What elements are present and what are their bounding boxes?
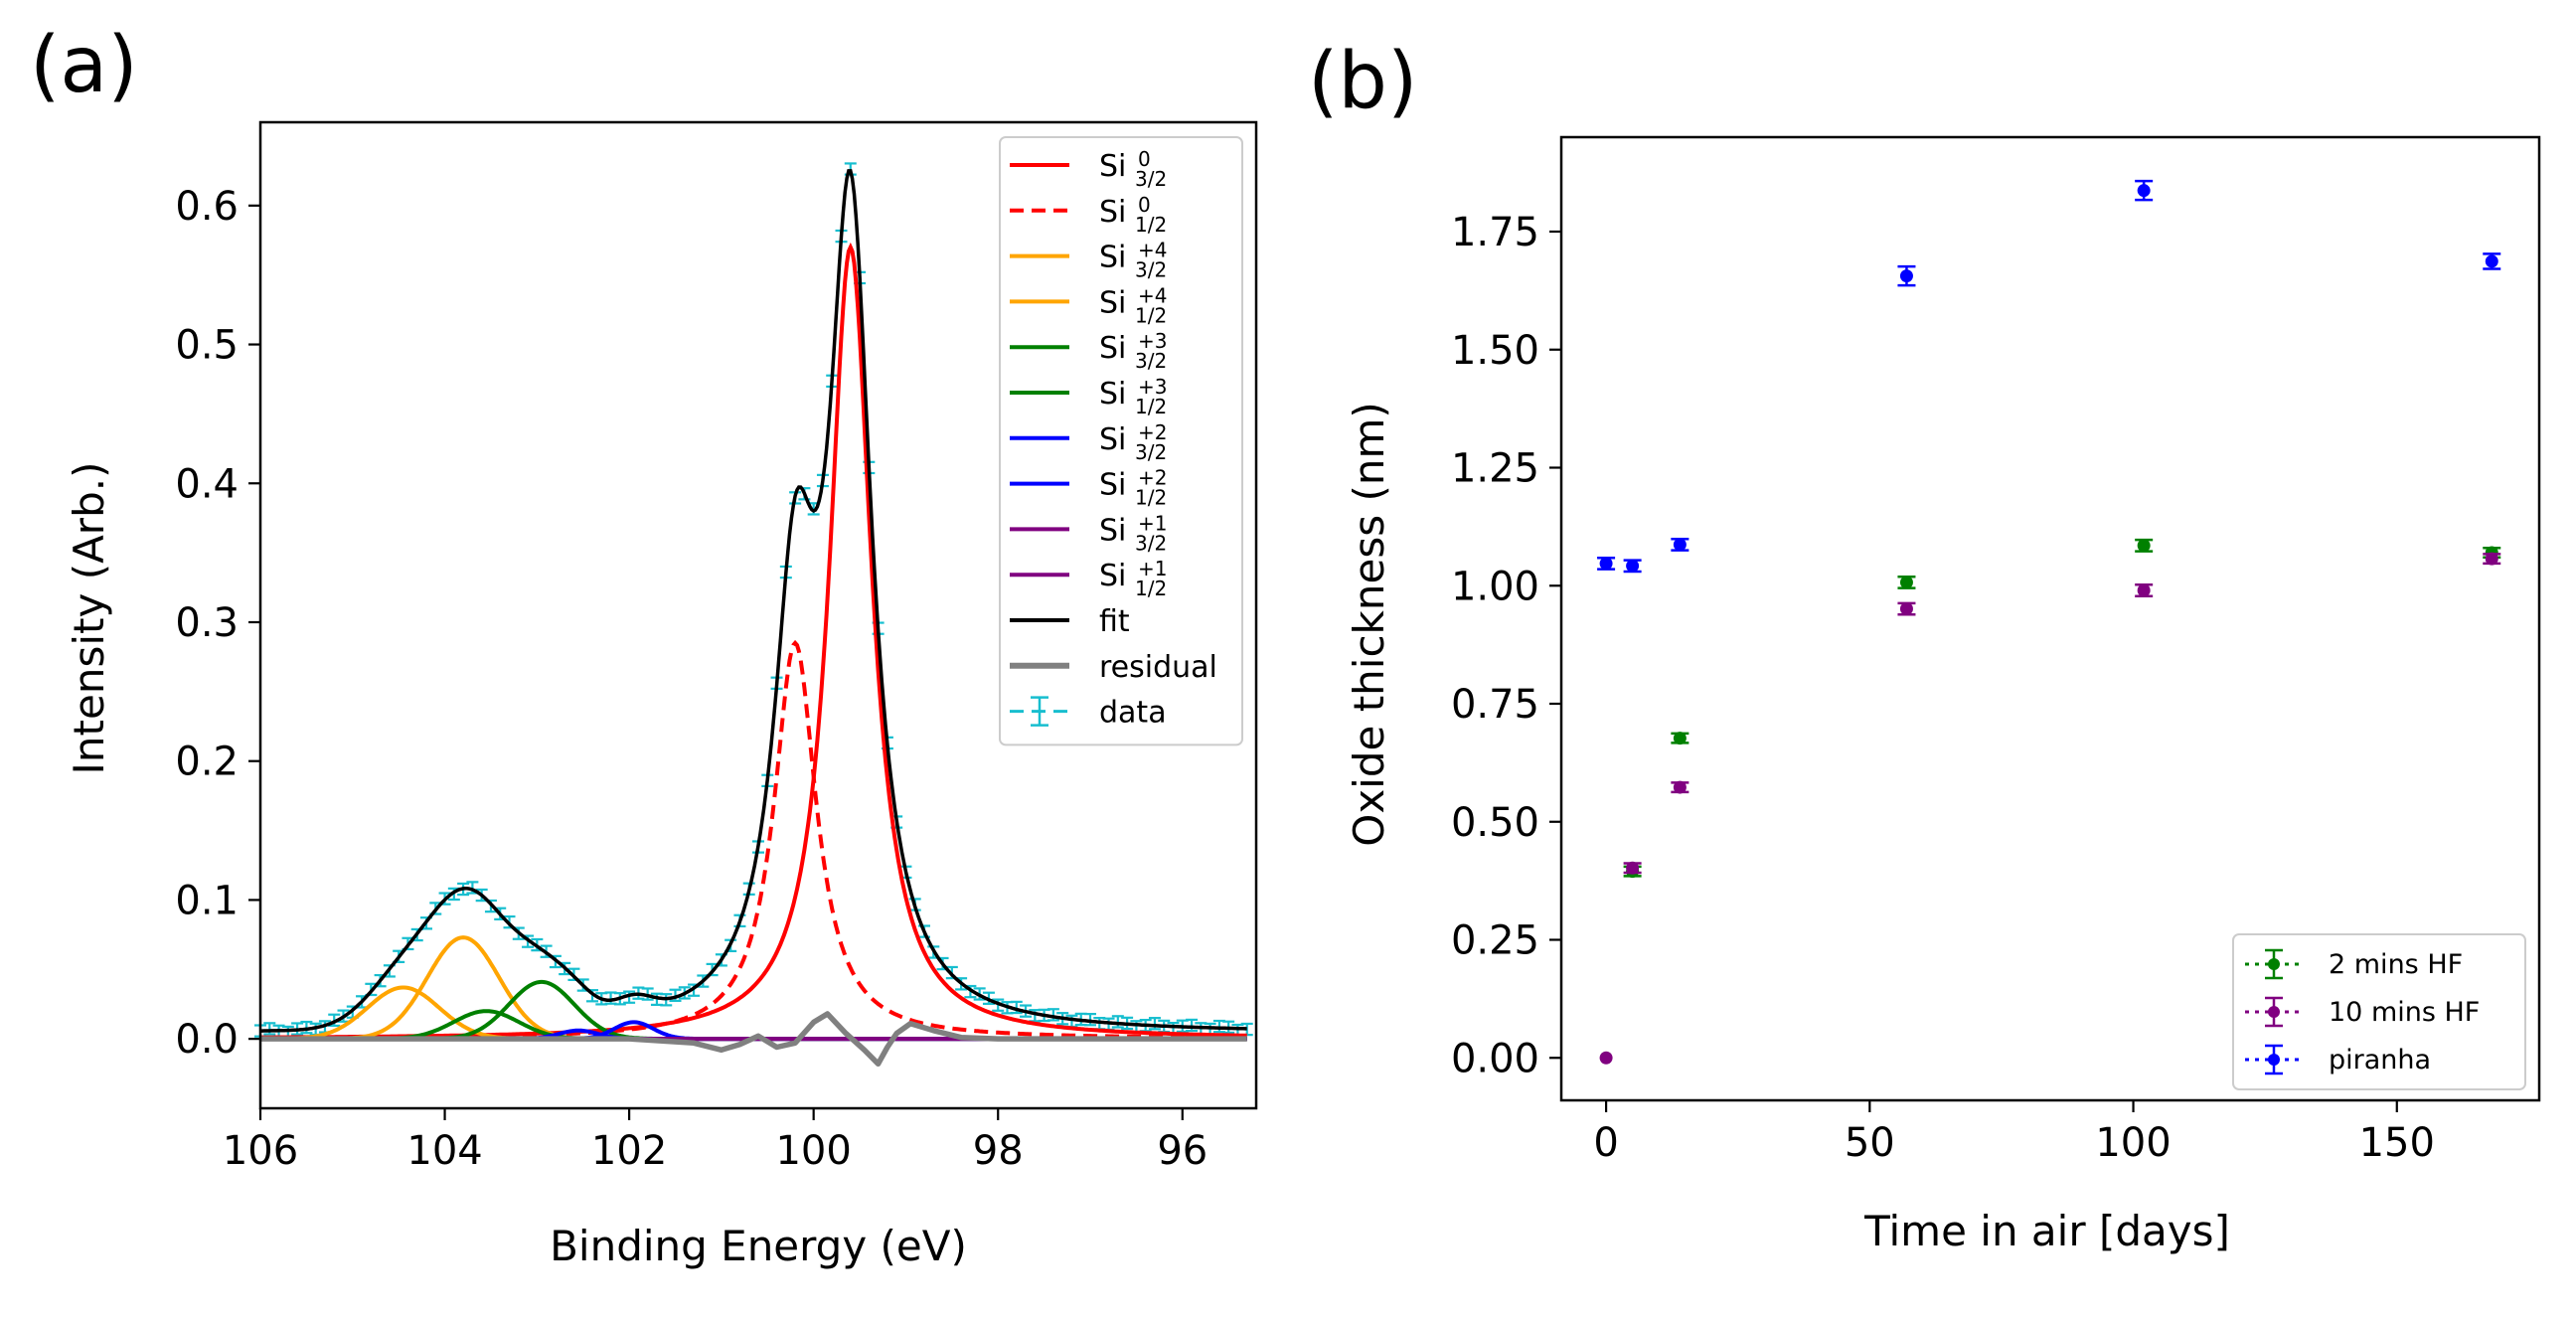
panel-a-x-tick-label: 96 xyxy=(1157,1128,1208,1174)
panel-b-point-2 xyxy=(1623,559,1642,574)
panel-a-residual-curve xyxy=(260,1011,1247,1068)
panel-a-legend: Si 0 3/2Si 0 1/2Si +4 3/2Si +4 1/2Si +3 3/2Si +3 1/2… xyxy=(999,136,1243,746)
panel-b-legend-entry: 2 mins HF xyxy=(2245,948,2463,980)
panel-a-x-tick-label: 106 xyxy=(223,1128,298,1174)
panel-a-legend-entry: residual xyxy=(1010,650,1217,685)
panel-b-x-tick-label: 100 xyxy=(2095,1120,2171,1166)
panel-a-label: (a) xyxy=(30,21,138,110)
panel-a-x-axis-label: Binding Energy (eV) xyxy=(550,1222,967,1270)
panel-a-x-tick-label: 102 xyxy=(591,1128,667,1174)
svg-text:fit: fit xyxy=(1099,604,1130,639)
panel-a-legend-entry: data xyxy=(1010,696,1167,731)
svg-text:piranha: piranha xyxy=(2329,1045,2431,1075)
panel-b-point-1 xyxy=(1671,780,1690,794)
panel-b-point-0 xyxy=(1671,732,1690,745)
panel-a-y-tick-label: 0.4 xyxy=(175,461,239,507)
panel-b-point-2 xyxy=(2135,179,2154,202)
panel-a-fit-curves xyxy=(260,169,1247,1068)
panel-b-y-tick-label: 1.25 xyxy=(1451,446,1539,492)
panel-a-y-tick-label: 0.6 xyxy=(175,184,239,230)
panel-a-y-tick-label: 0.0 xyxy=(175,1017,239,1063)
panel-a-data-point xyxy=(1186,1018,1199,1033)
panel-a-plot-frame xyxy=(258,120,1258,1110)
panel-a-x-tick-label: 98 xyxy=(973,1128,1024,1174)
panel-b-point-2 xyxy=(1671,537,1690,552)
panel-a-x-tick-label: 104 xyxy=(406,1128,482,1174)
panel-b-point-1 xyxy=(1599,1051,1613,1065)
panel-a-y-tick-label: 0.5 xyxy=(175,323,239,369)
panel-a-y-axis-label: Intensity (Arb.) xyxy=(65,462,113,775)
panel-b-point-2 xyxy=(1897,264,1916,287)
svg-text:2 mins HF: 2 mins HF xyxy=(2329,949,2463,980)
panel-b-legend-box xyxy=(2232,933,2526,1090)
panel-b-x-tick-label: 50 xyxy=(1845,1120,1895,1166)
panel-b-y-axis-label: Oxide thickness (nm) xyxy=(1345,402,1393,846)
panel-a-data-point xyxy=(623,990,636,1004)
panel-a-data-point xyxy=(669,988,682,1003)
panel-b-x-axis-label: Time in air [days] xyxy=(1863,1207,2230,1255)
panel-b-legend-entry: piranha xyxy=(2245,1044,2431,1075)
panel-b-x-tick-label: 0 xyxy=(1593,1120,1618,1166)
panel-a-legend-box xyxy=(999,136,1243,746)
panel-b-legend-entry: 10 mins HF xyxy=(2245,996,2480,1028)
panel-b-y-tick-label: 0.75 xyxy=(1451,682,1539,728)
panel-a-y-tick-label: 0.3 xyxy=(175,600,239,646)
panel-a-fit-curve xyxy=(260,169,1247,1033)
panel-b-point-1 xyxy=(2135,583,2154,597)
panel-a-x-tick-label: 100 xyxy=(775,1128,851,1174)
panel-a-xps-spectrum: (a) Intensity (Arb.) Binding Energy (eV)… xyxy=(30,21,1258,1270)
panel-b-ticks: 0 50 100 150 0.00 0.25 0.50 0.75 1.00 1.25 1.50 1.7… xyxy=(1451,210,2435,1166)
panel-b-legend: 2 mins HF 10 mins HF piranha xyxy=(2232,933,2526,1090)
panel-b-point-2 xyxy=(1597,556,1616,571)
panel-b-oxide-thickness: (b) Oxide thickness (nm) Time in air [da… xyxy=(1308,37,2541,1255)
panel-a-y-tick-label: 0.2 xyxy=(175,740,239,785)
panel-a-legend-entry: fit xyxy=(1010,604,1130,639)
panel-b-label: (b) xyxy=(1308,37,1417,126)
panel-b-x-tick-label: 150 xyxy=(2359,1120,2435,1166)
panel-b-y-tick-label: 1.00 xyxy=(1451,564,1539,609)
panel-b-data-points xyxy=(1597,179,2501,1065)
panel-b-y-tick-label: 0.00 xyxy=(1451,1036,1539,1081)
panel-b-y-tick-label: 1.50 xyxy=(1451,328,1539,374)
svg-text:data: data xyxy=(1099,696,1167,731)
panel-b-y-tick-label: 1.75 xyxy=(1451,210,1539,255)
panel-b-plot-frame xyxy=(1559,135,2541,1102)
panel-a-data-point xyxy=(1111,1015,1124,1029)
panel-b-y-tick-label: 0.25 xyxy=(1451,918,1539,964)
svg-text:residual: residual xyxy=(1099,650,1217,685)
panel-a-y-tick-label: 0.1 xyxy=(175,878,239,923)
panel-a-ticks: 106 104 102 100 98 96 0.0 0.1 0.2 0.3 0.4 0.5 0.6 xyxy=(175,184,1208,1174)
svg-text:10 mins HF: 10 mins HF xyxy=(2329,997,2480,1028)
panel-b-point-0 xyxy=(2135,538,2154,553)
panel-b-point-1 xyxy=(2483,552,2501,566)
panel-b-y-tick-label: 0.50 xyxy=(1451,800,1539,846)
panel-b-point-1 xyxy=(1897,601,1916,616)
panel-b-point-2 xyxy=(2483,252,2501,270)
panel-b-point-1 xyxy=(1623,861,1642,875)
panel-b-point-0 xyxy=(1897,575,1916,589)
